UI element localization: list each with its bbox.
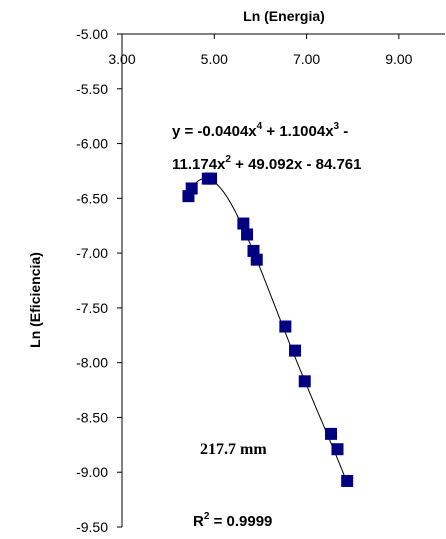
equation-line-1: y = -0.0404x4 + 1.1004x3 -: [172, 121, 348, 140]
x-tick-label: 5.00: [201, 51, 228, 67]
y-tick-label: -6.50: [76, 190, 108, 206]
data-point: [341, 474, 354, 487]
y-ticks: -5.00 -5.50 -6.00 -6.50 -7.00 -7.50 -8.00 -8.50…: [76, 26, 122, 535]
y-axis: -5.00 -5.50 -6.00 -6.50 -7.00 -7.50 -8.00 -8.50…: [76, 26, 123, 535]
x-tick-label: 9.00: [385, 51, 412, 67]
y-tick-label: -7.50: [76, 300, 108, 316]
data-point: [205, 172, 218, 185]
y-tick-label: -5.50: [76, 81, 108, 97]
y-tick-label: -6.00: [76, 136, 108, 152]
x-tick-label: 3.00: [108, 51, 135, 67]
y-tick-label: -9.50: [76, 519, 108, 535]
data-point: [289, 344, 302, 357]
y-tick-label: -9.00: [76, 464, 108, 480]
data-point: [185, 182, 198, 195]
data-point: [250, 253, 263, 266]
equation-line-2: 11.174x2 + 49.092x - 84.761: [172, 154, 362, 173]
x-tick-label: 7.00: [293, 51, 320, 67]
data-point: [325, 427, 338, 440]
data-point: [237, 217, 250, 230]
sample-label: 217.7 mm: [200, 441, 267, 458]
data-point: [241, 228, 254, 241]
data-point: [298, 375, 311, 388]
data-markers: [182, 172, 354, 487]
y-tick-label: -5.00: [76, 26, 108, 42]
data-point: [331, 443, 344, 456]
trendline: [188, 177, 348, 484]
x-axis: 3.00 5.00 7.00 9.00: [108, 33, 445, 67]
data-point: [279, 320, 292, 333]
r-squared-label: R2 = 0.9999: [193, 511, 272, 530]
data-point: [247, 244, 260, 257]
y-tick-label: -7.00: [76, 245, 108, 261]
y-tick-label: -8.50: [76, 409, 108, 425]
y-axis-title: Ln (Eficiencia): [27, 252, 43, 348]
x-axis-title: Ln (Energia): [243, 8, 325, 24]
x-ticks: 3.00 5.00 7.00 9.00: [108, 34, 413, 67]
y-tick-label: -8.00: [76, 355, 108, 371]
